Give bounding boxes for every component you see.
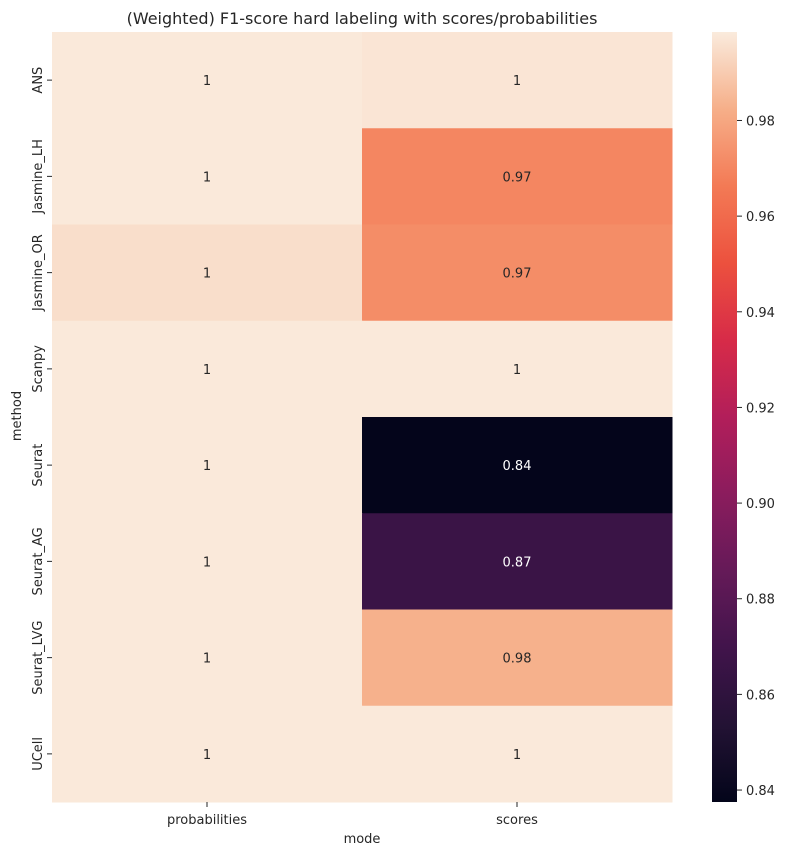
y-axis: ANS Jasmine_LH Jasmine_OR Scanpy Seurat Seura… (31, 67, 52, 771)
cell-annotations: 1 1 1 0.97 1 0.97 1 1 1 0.84 1 0.87 1 0.98 1 1 (203, 74, 532, 763)
cell-annotation: 0.87 (503, 555, 532, 570)
heatmap-cell (52, 128, 363, 225)
cell-annotation: 1 (203, 267, 211, 282)
heatmap-cells (52, 32, 673, 803)
cell-annotation: 1 (513, 363, 521, 378)
x-tick-label: probabilities (167, 813, 247, 828)
colorbar-tick-label: 0.92 (746, 401, 775, 416)
heatmap-cell (362, 128, 673, 225)
cell-annotation: 1 (203, 363, 211, 378)
colorbar (712, 32, 737, 802)
heatmap-cell (52, 224, 363, 322)
heatmap-cell (52, 609, 363, 707)
y-tick-label: Seurat_LVG (31, 621, 46, 695)
x-axis-label: mode (344, 832, 381, 847)
y-tick-label: UCell (31, 737, 46, 771)
colorbar-tick-label: 0.84 (746, 784, 775, 799)
cell-annotation: 0.84 (503, 459, 532, 474)
chart-title: (Weighted) F1-score hard labeling with s… (127, 9, 598, 28)
x-axis: probabilities scores (167, 802, 538, 828)
cell-annotation: 1 (203, 555, 211, 570)
y-tick-label: Seurat (31, 444, 46, 487)
heatmap-cell (362, 417, 673, 514)
heatmap-cell (52, 32, 363, 129)
cell-annotation: 0.97 (503, 170, 532, 185)
y-tick-label: ANS (31, 67, 46, 94)
heatmap-cell (362, 705, 673, 803)
colorbar-tick-label: 0.98 (746, 114, 775, 129)
colorbar-tick-label: 0.96 (746, 210, 775, 225)
cell-annotation: 0.98 (503, 652, 532, 667)
heatmap-cell (362, 32, 673, 129)
heatmap-cell (362, 320, 673, 418)
heatmap-cell (52, 705, 363, 803)
cell-annotation: 1 (203, 170, 211, 185)
colorbar-tick-label: 0.86 (746, 688, 775, 703)
colorbar-ticks: 0.84 0.86 0.88 0.90 0.92 0.94 0.96 0.98 (737, 114, 775, 799)
y-tick-label: Jasmine_OR (31, 234, 46, 312)
heatmap-cell (52, 320, 363, 418)
cell-annotation: 0.97 (503, 267, 532, 282)
cell-annotation: 1 (203, 748, 211, 763)
x-tick-label: scores (496, 813, 538, 828)
heatmap-cell (52, 417, 363, 514)
colorbar-tick-label: 0.88 (746, 593, 775, 608)
y-axis-label: method (10, 391, 25, 441)
y-tick-label: Seurat_AG (31, 527, 46, 595)
cell-annotation: 1 (513, 74, 521, 89)
y-tick-label: Jasmine_LH (31, 139, 46, 215)
cell-annotation: 1 (203, 459, 211, 474)
heatmap-cell (362, 609, 673, 707)
heatmap-cell (362, 224, 673, 322)
cell-annotation: 1 (203, 652, 211, 667)
colorbar-tick-label: 0.90 (746, 497, 775, 512)
heatmap-cell (52, 513, 363, 610)
colorbar-tick-label: 0.94 (746, 306, 775, 321)
cell-annotation: 1 (513, 748, 521, 763)
heatmap-cell (362, 513, 673, 610)
y-tick-label: Scanpy (31, 345, 46, 393)
cell-annotation: 1 (203, 74, 211, 89)
